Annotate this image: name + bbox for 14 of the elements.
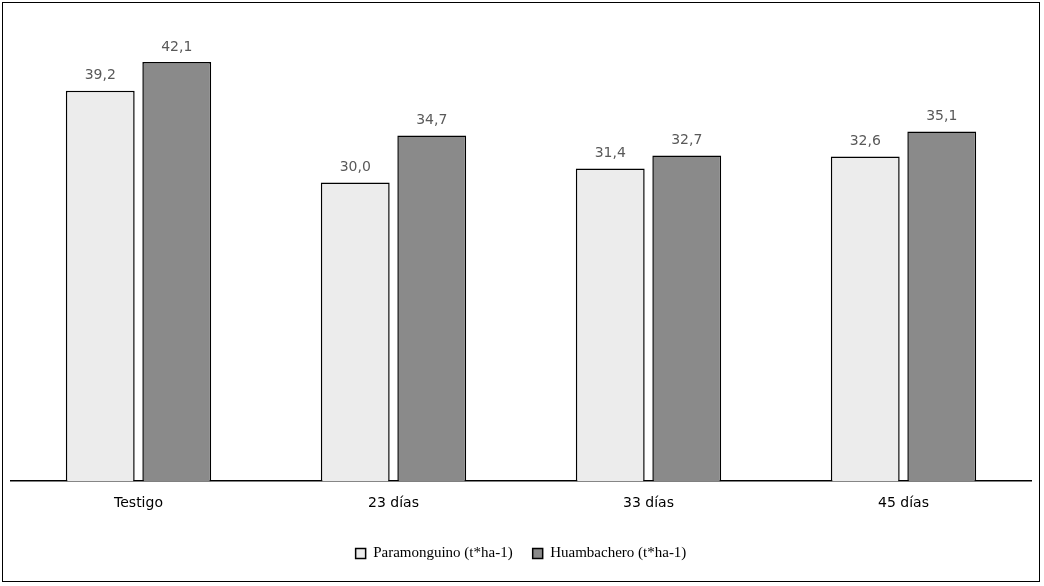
legend-label: Paramonguino (t*ha-1): [373, 544, 513, 562]
x-tick-label: 23 días: [368, 494, 419, 511]
data-label: 34,7: [416, 111, 448, 128]
data-label: 31,4: [594, 144, 626, 161]
x-tick-label: Testigo: [113, 494, 163, 511]
data-label: 32,7: [671, 131, 703, 148]
legend-label: Huambachero (t*ha-1): [550, 544, 687, 562]
data-label: 30,0: [339, 158, 371, 175]
x-tick-label: 33 días: [623, 494, 674, 511]
data-label: 35,1: [926, 107, 958, 124]
data-label: 42,1: [161, 37, 193, 54]
data-label: 32,6: [849, 132, 881, 149]
x-tick-label: 45 días: [878, 494, 929, 511]
data-label: 39,2: [84, 66, 116, 83]
